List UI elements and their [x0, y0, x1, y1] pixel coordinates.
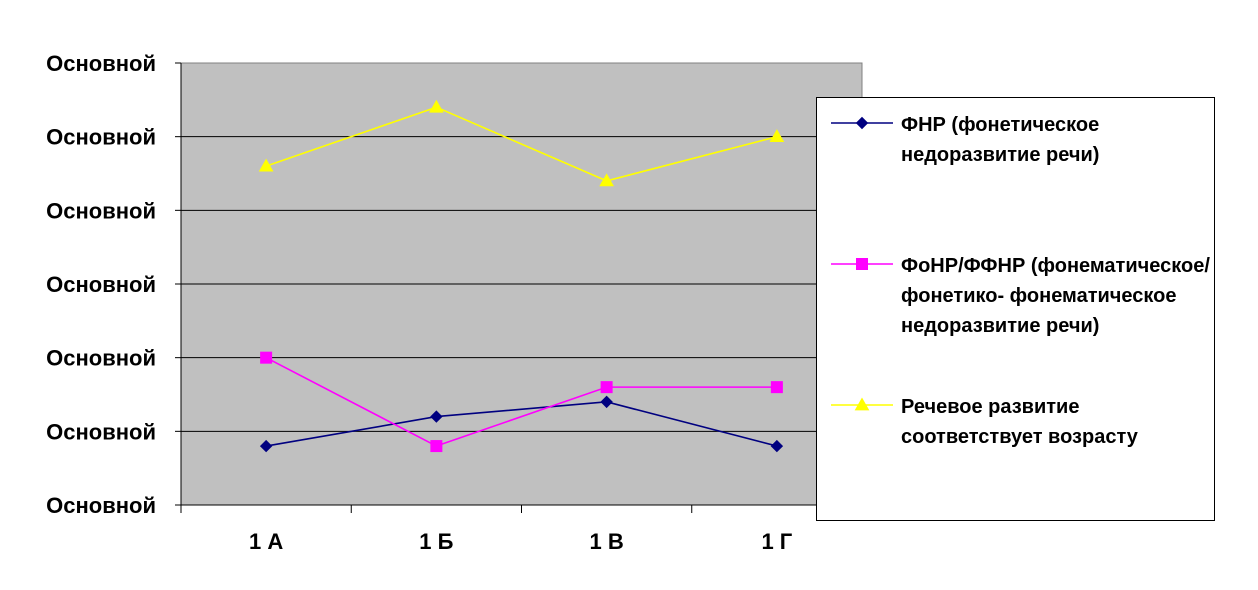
data-point-fnr	[430, 410, 443, 423]
data-point-norm	[599, 173, 614, 187]
x-tick-label: 1 Г	[761, 529, 792, 554]
data-point-norm	[258, 158, 274, 172]
y-axis-tick-labels: Основной Основной Основной Основной Основной…	[46, 51, 156, 518]
data-point-fonr	[260, 351, 273, 364]
x-tick-label: 1 В	[590, 529, 624, 554]
gridlines	[181, 136, 862, 432]
y-tick-label: Основной	[46, 198, 156, 223]
square-icon	[856, 258, 868, 270]
series-lines	[258, 99, 785, 453]
legend-swatch-fnr	[831, 116, 893, 130]
legend-label-fonr: ФоНР/ФФНР (фонематическое/ фонетико- фон…	[901, 255, 1210, 337]
legend-item-fonr: ФоНР/ФФНР (фонематическое/ фонетико- фон…	[817, 251, 1211, 341]
data-point-fnr	[600, 395, 613, 409]
series-norm	[258, 99, 785, 187]
data-point-fnr	[770, 439, 784, 453]
x-tick-label: 1 Б	[419, 529, 453, 554]
series-fonr	[260, 351, 783, 453]
y-tick-label: Основной	[46, 272, 156, 297]
data-point-norm	[769, 129, 785, 143]
series-line-fonr	[265, 356, 777, 447]
legend-swatch-fonr	[831, 258, 893, 270]
legend-label-fnr: ФНР (фонетическое недоразвитие речи)	[901, 114, 1100, 166]
x-tick-label: 1 А	[249, 529, 283, 554]
legend-swatch-norm	[831, 397, 893, 411]
legend: ФНР (фонетическое недоразвитие речи) ФоН…	[816, 97, 1215, 521]
y-tick-label: Основной	[46, 419, 156, 444]
series-line-norm	[265, 106, 778, 182]
data-point-norm	[429, 99, 444, 113]
legend-item-fnr: ФНР (фонетическое недоразвитие речи)	[817, 110, 1211, 170]
diamond-icon	[855, 116, 869, 130]
data-point-fonr	[430, 440, 443, 453]
y-tick-label: Основной	[46, 346, 156, 371]
data-point-fonr	[600, 381, 613, 394]
y-tick-label: Основной	[46, 125, 156, 150]
x-axis-tick-labels: 1 А 1 Б 1 В 1 Г	[249, 529, 793, 554]
y-tick-label: Основной	[46, 51, 156, 76]
data-point-fonr	[770, 381, 783, 394]
series-fnr	[259, 395, 784, 453]
legend-item-norm: Речевое развитие соответствует возрасту	[817, 392, 1211, 452]
legend-label-norm: Речевое развитие соответствует возрасту	[901, 396, 1138, 448]
y-tick-label: Основной	[46, 493, 156, 518]
triangle-icon	[854, 397, 870, 411]
data-point-fnr	[259, 439, 273, 453]
series-line-fnr	[265, 401, 778, 447]
